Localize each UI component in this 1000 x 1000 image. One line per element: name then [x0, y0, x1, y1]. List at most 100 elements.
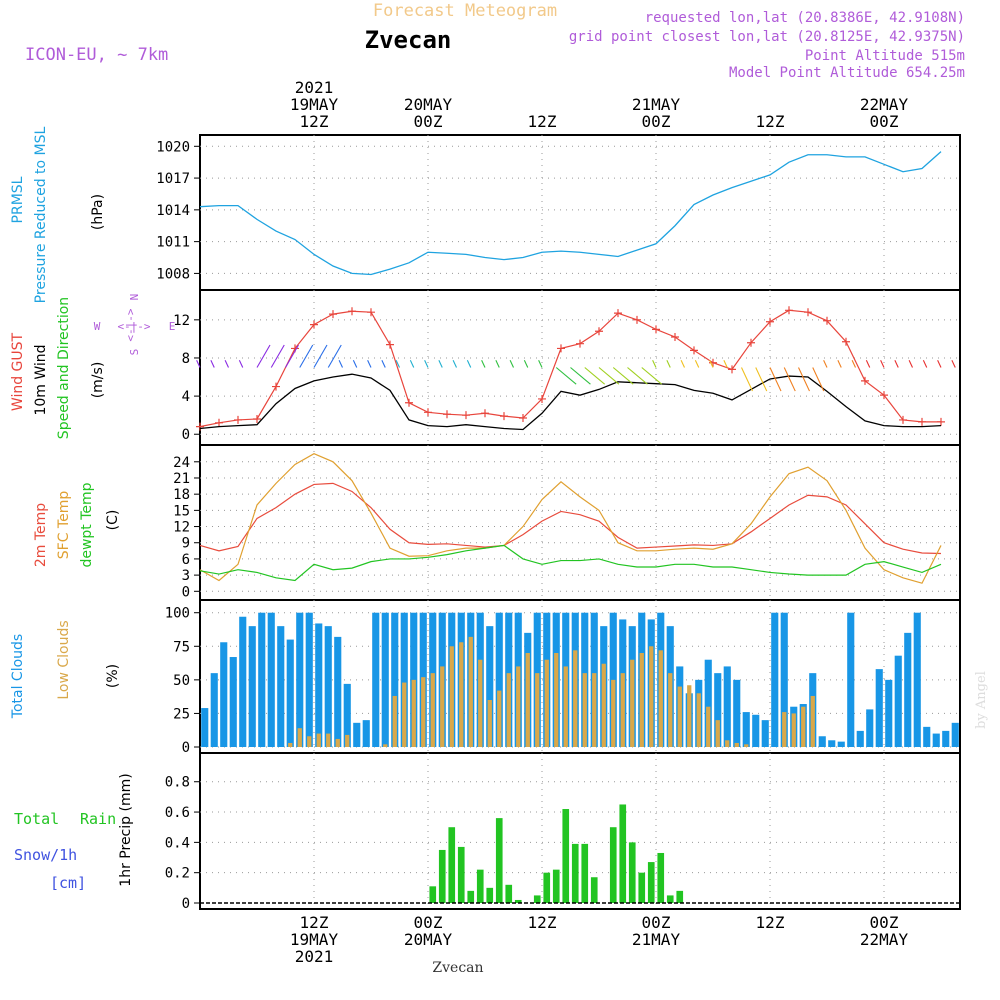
total-cloud-bar — [704, 659, 712, 747]
gust-label: Wind GUST — [10, 332, 26, 411]
wind-direction-arrow — [381, 360, 386, 368]
wind-direction-arrow — [555, 367, 577, 385]
bottom-time-label: 19MAY — [290, 930, 339, 949]
pressure-ytick-label: 1011 — [156, 235, 190, 251]
low-cloud-bar — [478, 659, 483, 747]
low-cloud-bar — [611, 679, 616, 747]
total-cloud-bar — [742, 712, 750, 747]
total-cloud-bar — [752, 714, 760, 747]
pressure-ytick-label: 1017 — [156, 171, 190, 187]
gust-marker — [652, 325, 660, 334]
low-cloud-bar — [430, 673, 435, 747]
compass-ns-arrows: <-|-> — [124, 308, 137, 341]
total-label: Total — [14, 810, 59, 828]
gust-marker — [728, 365, 736, 374]
wind-direction-arrow — [755, 367, 768, 392]
wind-direction-arrow — [352, 360, 358, 368]
low-cloud-bar — [525, 653, 530, 747]
compass-rose: W E <-|-> <-|-> N S — [94, 294, 176, 356]
pressure-labels: PRMSL Pressure Reduced to MSL (hPa) — [10, 126, 106, 303]
rain-bar — [609, 827, 617, 903]
wind-direction-arrow — [210, 360, 215, 368]
total-cloud-bar — [942, 730, 950, 747]
total-cloud-bar — [495, 612, 503, 747]
wind-panel: 0 4 8 12 — [173, 289, 961, 446]
gust-marker — [937, 417, 945, 426]
wind-direction-arrow — [598, 367, 620, 385]
gust-marker — [538, 394, 546, 403]
low-cloud-bar — [582, 673, 587, 747]
wind-direction-arrow — [238, 360, 244, 368]
low-cloud-bar — [592, 673, 597, 747]
total-cloud-bar — [248, 626, 256, 747]
wind-direction-arrow — [908, 360, 913, 368]
total-cloud-bar — [837, 741, 845, 747]
low-cloud-bar — [402, 682, 407, 747]
wind-direction-arrow — [922, 360, 928, 368]
gridpoint-coords: grid point closest lon,lat (20.8125E, 42… — [569, 29, 965, 45]
total-cloud-bar — [923, 726, 931, 747]
gust-marker — [386, 340, 394, 349]
gust-marker — [405, 398, 413, 407]
celsius-unit: (C) — [105, 510, 121, 531]
total-cloud-bar — [381, 612, 389, 747]
wind-direction-arrow — [495, 360, 500, 368]
total-cloud-bar — [267, 612, 275, 747]
gust-marker — [519, 414, 527, 423]
clouds-ytick-label: 75 — [173, 639, 190, 655]
low-cloud-bar — [620, 673, 625, 747]
wind-direction-arrow — [481, 360, 486, 368]
bottom-time-label: 00Z — [642, 913, 671, 932]
wind-direction-arrow — [851, 360, 856, 368]
total-cloud-bar — [400, 612, 408, 747]
wind-direction-arrow — [709, 360, 714, 368]
wind-ytick-label: 12 — [173, 313, 190, 329]
gust-marker — [747, 338, 755, 347]
top-time-label: 12Z — [528, 112, 557, 131]
temperature-ytick-label: 18 — [173, 487, 190, 503]
temperature-ytick-label: 15 — [173, 503, 190, 519]
cm-label: [cm] — [50, 874, 86, 892]
credit-label: by Angel — [974, 671, 989, 729]
wind-direction-arrow — [812, 367, 825, 392]
rain-bar — [581, 843, 589, 903]
gust-marker — [272, 382, 280, 391]
low-cloud-bar — [335, 738, 340, 747]
wind-direction-arrow — [367, 360, 372, 368]
low-cloud-bar — [459, 642, 464, 747]
low-cloud-bar — [706, 706, 711, 747]
rain-bar — [619, 804, 627, 903]
total-cloud-bar — [486, 626, 494, 747]
wind10m-label: 10m Wind — [33, 344, 49, 415]
low-cloud-bar — [649, 646, 654, 747]
hpa-unit: (hPa) — [90, 194, 106, 230]
total-cloud-bar — [951, 722, 959, 747]
rain-bar — [514, 899, 522, 903]
low-cloud-bar — [288, 742, 293, 747]
clouds-panel: 0 25 50 75 100 — [165, 599, 961, 756]
wind-direction-arrow — [196, 360, 201, 368]
pressure-line — [199, 151, 942, 276]
model-altitude: Model Point Altitude 654.25m — [729, 65, 965, 81]
compass-west: W — [94, 320, 101, 333]
clouds-ytick-label: 0 — [182, 740, 190, 756]
low-clouds-label: Low Clouds — [56, 620, 72, 699]
gust-marker — [861, 376, 869, 385]
bottom-time-label: 00Z — [414, 913, 443, 932]
total-cloud-bar — [761, 720, 769, 747]
pressure-panel: 1008 1011 1014 1017 1020 — [156, 134, 961, 291]
precip-ytick-label: 0.6 — [165, 805, 190, 821]
rain-bar — [628, 842, 636, 903]
wind-direction-arrow — [270, 344, 285, 368]
wind-direction-arrow — [327, 344, 342, 368]
bottom-time-label: 12Z — [528, 913, 557, 932]
low-cloud-bar — [468, 636, 473, 747]
precip-ytick-label: 0 — [182, 896, 190, 912]
bottom-time-label: 22MAY — [860, 930, 909, 949]
low-cloud-bar — [810, 695, 815, 747]
rain-bar — [638, 872, 646, 903]
gust-marker — [481, 409, 489, 418]
dewpt-label: dewpt Temp — [79, 482, 95, 567]
